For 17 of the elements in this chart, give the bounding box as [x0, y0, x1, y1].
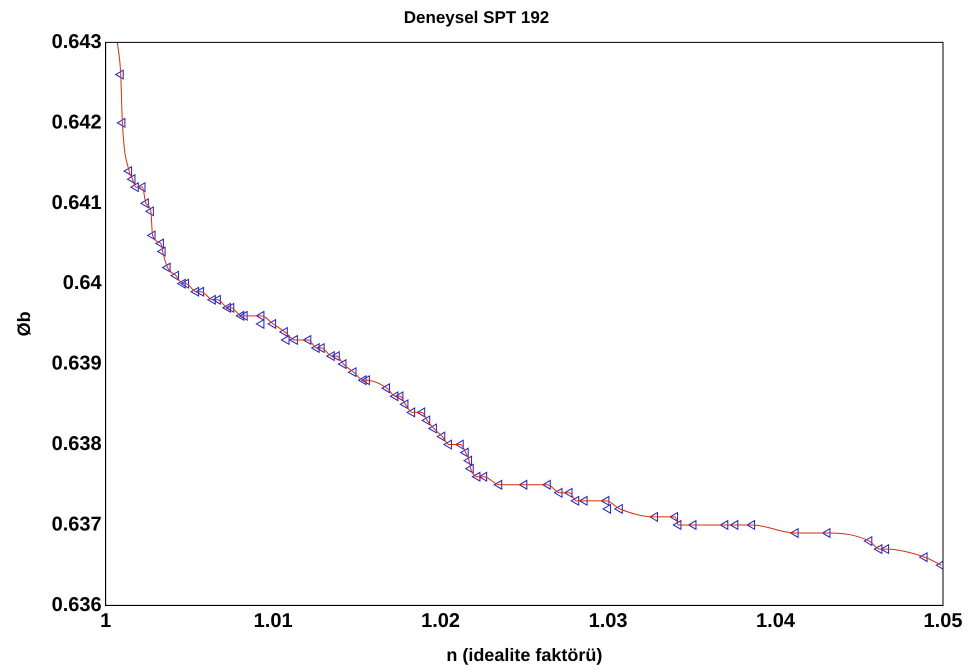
- x-tick-label: 1.01: [254, 610, 293, 632]
- y-tick-label: 0.641: [52, 192, 102, 214]
- y-tick-label: 0.639: [52, 352, 102, 375]
- x-tick-label: 1.04: [756, 610, 796, 632]
- x-axis-title: n (idealite faktörü): [446, 645, 602, 666]
- y-tick-label: 0.637: [52, 513, 102, 536]
- y-tick-label: 0.636: [52, 594, 102, 616]
- y-tick-label: 0.642: [52, 111, 102, 134]
- y-axis-title: Øb: [14, 311, 34, 336]
- x-tick-label: 1: [100, 610, 112, 632]
- x-tick-label: 1.03: [588, 610, 628, 632]
- chart-title: Deneysel SPT 192: [404, 8, 550, 27]
- y-tick-label: 0.64: [62, 272, 103, 294]
- x-tick-label: 1.05: [924, 610, 962, 632]
- y-tick-label: 0.638: [52, 433, 102, 456]
- x-tick-label: 1.02: [421, 610, 460, 632]
- y-tick-label: 0.643: [52, 30, 102, 53]
